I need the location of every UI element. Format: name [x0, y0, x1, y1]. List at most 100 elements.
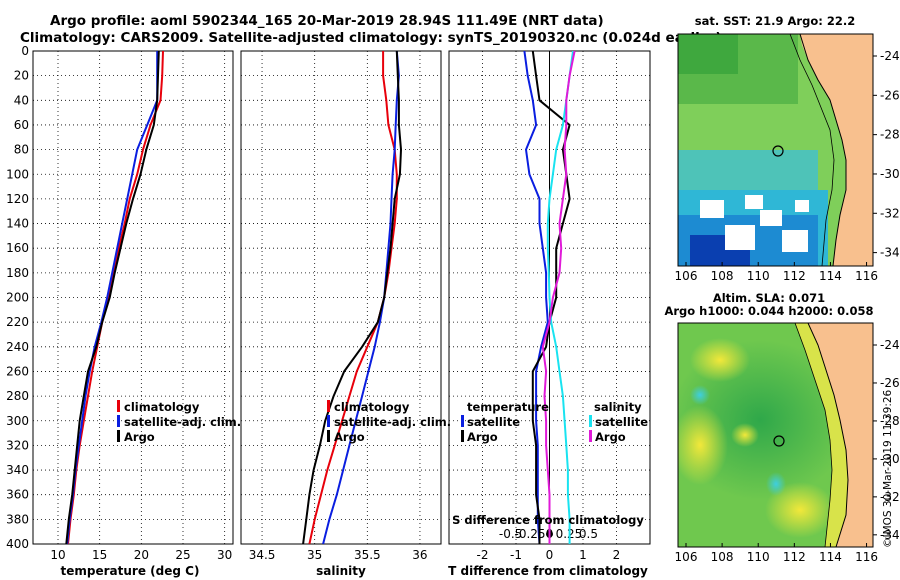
lat-tick-label: -32: [880, 206, 900, 220]
legend-satellite: satellite-adj. clim.: [334, 415, 451, 429]
lat-tick-label: -34: [880, 246, 900, 260]
salinity-grid: [241, 50, 441, 545]
argo-position-marker: [773, 435, 785, 447]
s-tick-label: -0.25: [515, 527, 546, 541]
legend-argo: Argo: [334, 430, 365, 444]
legend-s-argo: Argo: [595, 430, 626, 444]
lat-tick-label: -24: [880, 49, 900, 63]
temperature-xlabel: temperature (deg C): [61, 564, 200, 578]
depth-tick-label: 100: [6, 167, 29, 181]
legend-swatch-t-satellite: [461, 415, 464, 427]
salinity-xlabel: salinity: [316, 564, 366, 578]
x-tick-label: 35: [307, 548, 322, 562]
depth-tick-label: 40: [14, 93, 29, 107]
x-tick-label: 1: [579, 548, 587, 562]
altim-map-ticks: 106 108 110 112 114 116 -24 -26 -28 -30 -32 -34: [675, 338, 900, 564]
legend-t-satellite: satellite: [467, 415, 520, 429]
x-tick-label: -2: [477, 548, 489, 562]
x-tick-label: 0: [546, 548, 554, 562]
x-tick-label: -1: [510, 548, 522, 562]
lon-tick-label: 116: [855, 269, 878, 283]
depth-tick-label: 360: [6, 488, 29, 502]
lon-tick-label: 110: [747, 550, 770, 564]
lon-tick-label: 106: [675, 269, 698, 283]
legend-swatch-argo: [117, 430, 120, 442]
series-line-satellite-adj-clim-: [66, 51, 159, 544]
legend-swatch-t-argo: [461, 430, 464, 442]
depth-tick-label: 320: [6, 438, 29, 452]
depth-tick-label: 200: [6, 291, 29, 305]
difference-legend-temperature: temperature satellite Argo: [461, 400, 549, 444]
legend-swatch-climatology: [117, 400, 120, 412]
legend-swatch-satellite: [117, 415, 120, 427]
depth-tick-label: 60: [14, 118, 29, 132]
s-difference-label: S difference from climatology: [452, 513, 644, 527]
lat-tick-label: -26: [880, 376, 900, 390]
legend-s-satellite: satellite: [595, 415, 648, 429]
series-line-temperature-satellite: [523, 51, 549, 544]
lat-tick-label: -24: [880, 338, 900, 352]
altim-map-title-2: Argo h1000: 0.044 h2000: 0.058: [664, 304, 873, 318]
legend-climatology: climatology: [124, 400, 200, 414]
lat-tick-label: -28: [880, 128, 900, 142]
altim-map-title-1: Altim. SLA: 0.071: [713, 291, 825, 305]
temperature-legend: climatology satellite-adj. clim. Argo: [117, 400, 241, 444]
sst-map-title: sat. SST: 21.9 Argo: 22.2: [695, 14, 855, 28]
lat-tick-label: -28: [880, 414, 900, 428]
title-line-1: Argo profile: aoml 5902344_165 20-Mar-20…: [50, 13, 604, 29]
s-tick-label: -0.5: [499, 527, 522, 541]
lat-tick-label: -30: [880, 452, 900, 466]
salinity-x-tick-labels: 34.5 35 35.5 36: [249, 548, 428, 562]
lon-tick-label: 114: [819, 269, 842, 283]
x-tick-label: 2: [613, 548, 621, 562]
depth-tick-label: 280: [6, 389, 29, 403]
depth-tick-labels: 0 20 40 60 80 100 120 140 160 180 200 220 240 260 280 3…: [6, 44, 29, 551]
series-line-salinity-satellite: [546, 51, 574, 544]
legend-satellite: satellite-adj. clim.: [124, 415, 241, 429]
depth-tick-label: 140: [6, 217, 29, 231]
lon-tick-label: 106: [675, 550, 698, 564]
depth-tick-label: 220: [6, 315, 29, 329]
s-difference-tick-labels: -0.5-0.2500.250.5: [499, 527, 598, 541]
x-tick-label: 10: [50, 548, 65, 562]
legend-temperature-heading: temperature: [467, 400, 549, 414]
temperature-lines: [65, 51, 164, 544]
legend-swatch-s-argo: [589, 430, 592, 442]
legend-swatch-satellite: [327, 415, 330, 427]
difference-xlabel: T difference from climatology: [448, 564, 648, 578]
depth-tick-label: 400: [6, 537, 29, 551]
salinity-legend: climatology satellite-adj. clim. Argo: [327, 400, 451, 444]
depth-tick-label: 340: [6, 463, 29, 477]
sst-map-ticks: 106 108 110 112 114 116 -24 -26 -28 -30 -32 -34: [675, 49, 900, 283]
sst-map-frame: [677, 33, 874, 267]
depth-tick-label: 120: [6, 192, 29, 206]
legend-t-argo: Argo: [467, 430, 498, 444]
x-tick-label: 35.5: [354, 548, 381, 562]
lon-tick-label: 112: [783, 269, 806, 283]
series-line-argo: [65, 51, 160, 544]
lat-tick-label: -26: [880, 88, 900, 102]
depth-tick-label: 20: [14, 69, 29, 83]
series-line-temperature-argo: [531, 51, 571, 544]
lat-tick-label: -30: [880, 167, 900, 181]
lon-tick-label: 112: [783, 550, 806, 564]
x-tick-label: 20: [134, 548, 149, 562]
difference-legend-salinity: salinity satellite Argo: [589, 400, 648, 444]
lon-tick-label: 110: [747, 269, 770, 283]
depth-tick-label: 240: [6, 340, 29, 354]
salinity-lines: [302, 51, 402, 544]
lon-tick-label: 108: [711, 550, 734, 564]
argo-position-marker: [772, 145, 784, 157]
s-tick-label: 0.5: [579, 527, 598, 541]
altim-map-frame: [677, 322, 874, 548]
lat-tick-label: -32: [880, 490, 900, 504]
sst-map: [678, 34, 873, 266]
temperature-grid: [33, 50, 233, 545]
series-line-argo: [302, 51, 402, 544]
title-line-2: Climatology: CARS2009. Satellite-adjuste…: [20, 30, 722, 46]
legend-swatch-s-satellite: [589, 415, 592, 427]
x-tick-label: 36: [412, 548, 427, 562]
difference-lines: [523, 51, 576, 544]
temperature-x-tick-labels: 10 15 20 25 30: [50, 548, 232, 562]
